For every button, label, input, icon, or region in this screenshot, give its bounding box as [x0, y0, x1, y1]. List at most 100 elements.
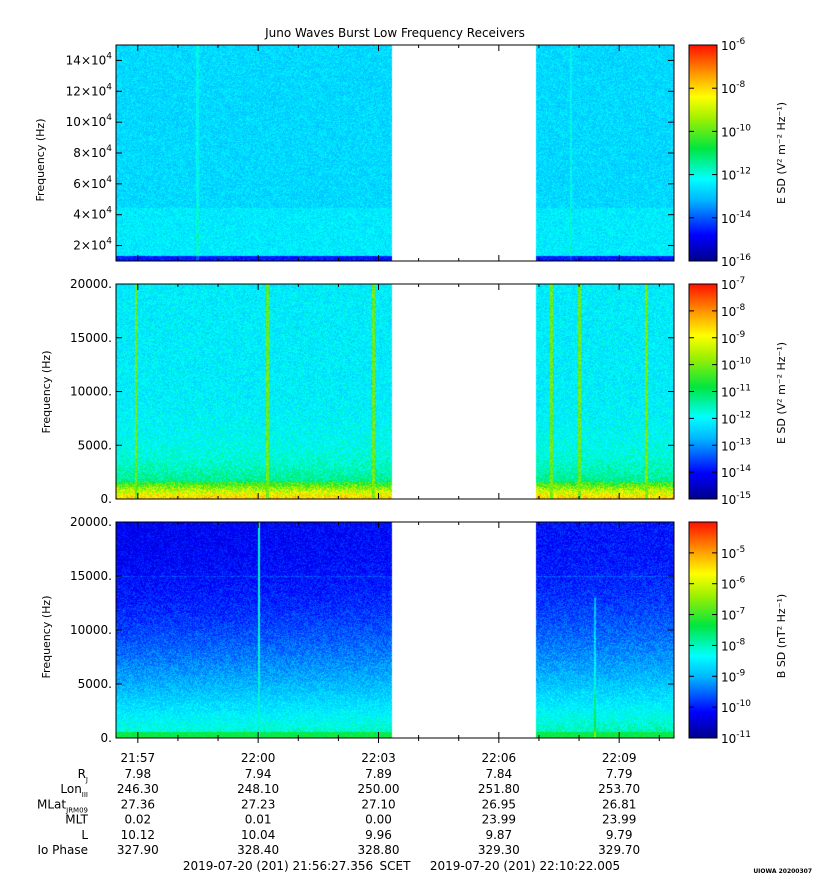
panel-efield-low: 0. 5000. 10000. 15000. 20000. Frequency (Hz)…: [40, 276, 788, 507]
chart-title: Juno Waves Burst Low Frequency Receivers: [264, 26, 525, 40]
ephemeris-value: 329.30: [478, 843, 520, 857]
x-tick-label: 21:57: [121, 751, 156, 765]
y-tick-label: 20000.: [70, 515, 112, 529]
colorbar-tick-label: 10-8: [721, 637, 746, 653]
ephemeris-value: 27.23: [241, 797, 275, 811]
y-tick-label: 4×104: [73, 206, 112, 222]
colorbar-tick-label: 10-5: [721, 545, 745, 561]
ephemeris-value: 0.02: [124, 813, 151, 827]
x-axis-ticks: [137, 522, 660, 743]
credit-stamp: UIOWA 20200307: [753, 868, 812, 875]
ephemeris-value: 246.30: [117, 782, 159, 796]
ephemeris-value: 23.99: [482, 813, 516, 827]
ephemeris-value: 27.10: [361, 797, 395, 811]
colorbar-tick-label: 10-9: [721, 668, 746, 684]
y-tick-label: 14×104: [66, 51, 113, 67]
x-tick-label: 22:09: [602, 751, 637, 765]
colorbar-tick-label: 10-12: [721, 410, 751, 426]
colorbar-tick-label: 10-12: [721, 167, 751, 183]
spectrogram-efield-high: [116, 45, 674, 261]
ephemeris-label-LonIII: LonIII: [60, 782, 88, 799]
ephemeris-value: 23.99: [602, 813, 636, 827]
y-axis-label: Frequency (Hz): [40, 351, 53, 434]
y-axis-ticks: 0. 5000. 10000. 15000. 20000.: [70, 277, 674, 506]
ephemeris-value: 328.40: [237, 843, 279, 857]
ephemeris-label-MLat: MLatJRM09: [37, 797, 88, 814]
colorbar-label: E SD (V² m⁻² Hz⁻¹): [775, 102, 788, 204]
x-tick-label: 22:03: [361, 751, 396, 765]
ephemeris-value: 248.10: [237, 782, 279, 796]
ephemeris-value: 0.01: [245, 813, 272, 827]
colorbar-label: B SD (nT² Hz⁻¹): [775, 594, 788, 678]
ephemeris-value: 328.80: [358, 843, 400, 857]
colorbar-tick-label: 10-7: [721, 276, 745, 292]
scet-end: 2019-07-20 (201) 22:10:22.005: [430, 859, 620, 873]
ephemeris-value: 27.36: [121, 797, 155, 811]
colorbar: [688, 44, 718, 262]
ephemeris-value: 9.79: [606, 828, 633, 842]
y-tick-label: 8×104: [73, 144, 112, 160]
x-axis-ticks: [137, 284, 660, 499]
x-tick-label: 22:00: [241, 751, 276, 765]
ephemeris-label-Rj: RJ: [78, 767, 88, 784]
colorbar-tick-label: 10-15: [721, 491, 751, 507]
y-tick-label: 15000.: [70, 331, 112, 345]
colorbar-tick-label: 10-6: [721, 37, 746, 53]
colorbar-tick-label: 10-14: [721, 210, 751, 226]
y-tick-label: 20000.: [70, 277, 112, 291]
ephemeris-label-L: L: [81, 828, 88, 842]
ephemeris-value: 0.00: [365, 813, 392, 827]
spectrogram-bfield: [116, 522, 674, 738]
panel-efield-high: 2×104 4×104 6×104 8×104 10×104 12×104 14×104 F…: [34, 37, 788, 269]
y-tick-label: 0.: [101, 492, 112, 506]
colorbar-tick-label: 10-10: [721, 123, 751, 139]
ephemeris-label-IoPhase: Io Phase: [37, 843, 88, 857]
y-tick-label: 6×104: [73, 175, 112, 191]
scet-label: SCET: [380, 859, 412, 873]
y-tick-label: 15000.: [70, 569, 112, 583]
ephemeris-value: 251.80: [478, 782, 520, 796]
colorbar-tick-label: 10-8: [721, 80, 746, 96]
colorbar-tick-label: 10-11: [721, 384, 751, 400]
colorbar-ticks: 10-7 10-8 10-9 10-10 10-11 10-12 10-13 10-14 10-…: [689, 276, 751, 507]
colorbar: [688, 521, 718, 739]
ephemeris-value: 7.79: [606, 767, 633, 781]
y-axis-ticks: 2×104 4×104 6×104 8×104 10×104 12×104 14×104: [66, 51, 674, 253]
y-tick-label: 0.: [101, 731, 112, 745]
ephemeris-value: 327.90: [117, 843, 159, 857]
y-axis-label: Frequency (Hz): [40, 596, 53, 679]
ephemeris-label-MLT: MLT: [65, 813, 88, 827]
ephemeris-value: 250.00: [358, 782, 400, 796]
ephemeris-value: 26.95: [482, 797, 516, 811]
x-tick-label: 22:06: [482, 751, 517, 765]
ephemeris-value: 329.70: [598, 843, 640, 857]
y-tick-label: 10000.: [70, 385, 112, 399]
colorbar-tick-label: 10-11: [721, 730, 751, 746]
colorbar-tick-label: 10-7: [721, 607, 745, 623]
colorbar-ticks: 10-5 10-6 10-7 10-8 10-9 10-10 10-11: [689, 545, 751, 746]
ephemeris-value: 7.98: [124, 767, 151, 781]
ephemeris-value: 7.84: [485, 767, 512, 781]
scet-start: 2019-07-20 (201) 21:56:27.356: [183, 859, 373, 873]
panel-bfield: 0. 5000. 10000. 15000. 20000. Frequency (Hz)…: [40, 515, 788, 746]
ephemeris-value: 10.04: [241, 828, 275, 842]
colorbar-tick-label: 10-8: [721, 303, 746, 319]
colorbar-tick-label: 10-9: [721, 330, 746, 346]
colorbar-tick-label: 10-10: [721, 357, 751, 373]
ephemeris-value: 26.81: [602, 797, 636, 811]
y-axis-ticks: 0. 5000. 10000. 15000. 20000.: [70, 515, 674, 745]
ephemeris-value: 7.94: [245, 767, 272, 781]
y-tick-label: 12×104: [66, 82, 113, 98]
spectrogram-efield-low: [116, 284, 674, 499]
ephemeris-value: 9.96: [365, 828, 392, 842]
colorbar-tick-label: 10-14: [721, 464, 751, 480]
x-axis-ticks: [137, 45, 660, 261]
colorbar-tick-label: 10-6: [721, 576, 746, 592]
ephemeris-value: 7.89: [365, 767, 392, 781]
colorbar-tick-label: 10-16: [721, 253, 751, 269]
y-tick-label: 5000.: [78, 438, 112, 452]
y-tick-label: 5000.: [78, 677, 112, 691]
ephemeris-table: 21:57 22:00 22:03 22:06 22:09 RJ 7.98 7.94 7.89 7…: [37, 751, 640, 857]
y-axis-label: Frequency (Hz): [34, 119, 47, 202]
